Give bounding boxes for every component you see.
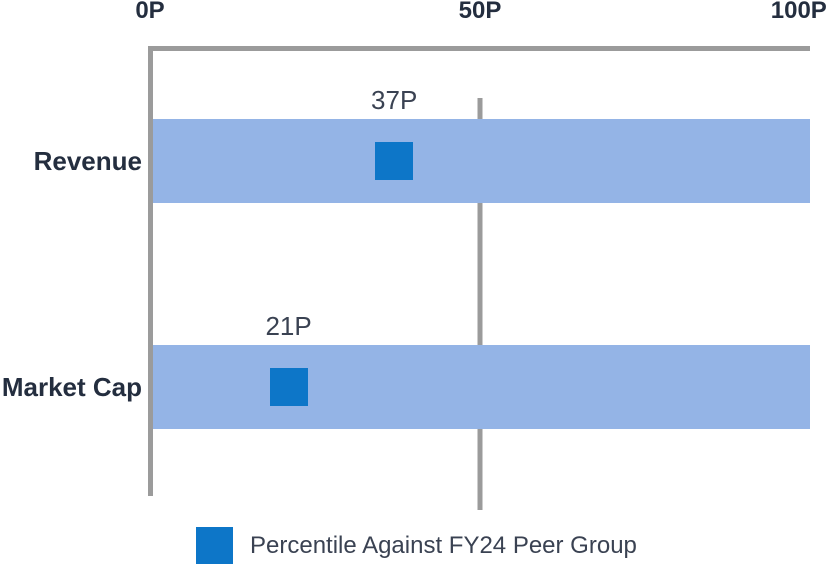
median-reference-line (477, 98, 483, 510)
value-label-market-cap: 21P (265, 311, 312, 341)
legend-label: Percentile Against FY24 Peer Group (250, 531, 637, 559)
category-label-revenue: Revenue (33, 145, 142, 176)
marker-revenue (375, 142, 414, 180)
category-label-market-cap: Market Cap (1, 371, 142, 402)
x-axis-tick-50p: 50P (458, 0, 502, 24)
y-axis-line (148, 46, 153, 496)
percentile-band-revenue (153, 119, 810, 203)
percentile-band-market-cap (153, 345, 810, 429)
value-label-revenue: 37P (371, 85, 418, 115)
legend-swatch-icon (196, 527, 233, 564)
marker-market-cap (269, 368, 308, 406)
x-axis-line (148, 46, 810, 51)
x-axis-tick-100p: 100P (770, 0, 827, 24)
x-axis-tick-0p: 0P (135, 0, 165, 24)
